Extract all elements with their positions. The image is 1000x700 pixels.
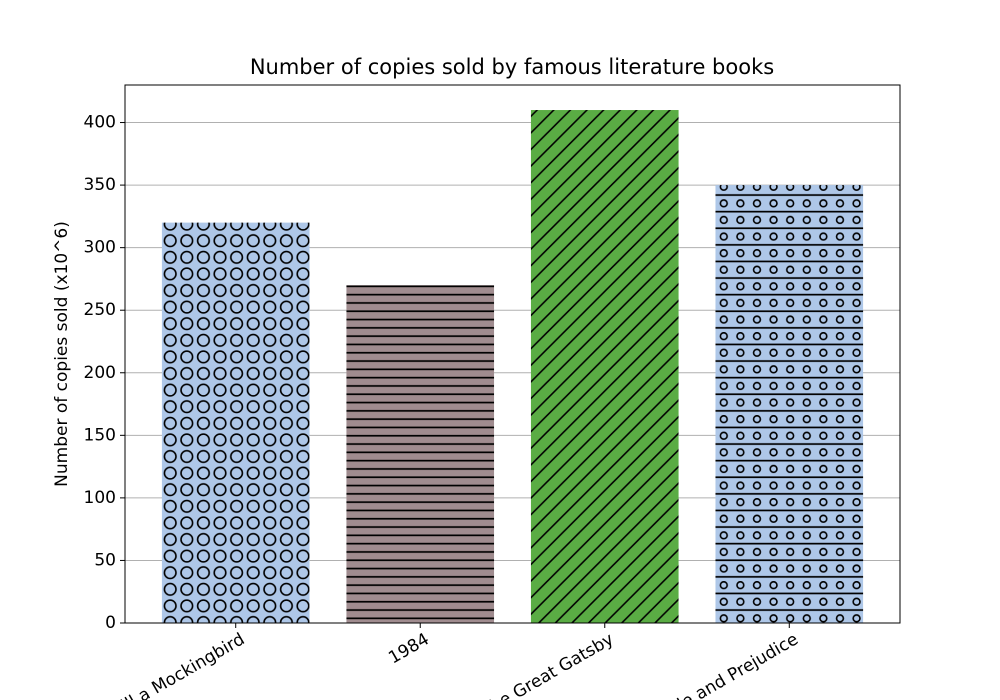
y-tick-label: 150 <box>84 425 116 445</box>
chart-title: Number of copies sold by famous literatu… <box>250 55 774 79</box>
y-tick-label: 300 <box>84 238 116 258</box>
bar <box>161 222 310 623</box>
bar <box>715 185 864 623</box>
bar <box>346 285 495 623</box>
y-axis-label: Number of copies sold (x10^6) <box>52 221 72 487</box>
y-tick-label: 250 <box>84 300 116 320</box>
y-tick-label: 100 <box>84 488 116 508</box>
bar <box>530 110 679 623</box>
y-tick-label: 350 <box>84 175 116 195</box>
y-tick-label: 0 <box>105 613 116 633</box>
y-tick-label: 200 <box>84 363 116 383</box>
y-tick-label: 400 <box>84 113 116 133</box>
plot-frame <box>124 84 901 624</box>
y-tick-label: 50 <box>94 550 116 570</box>
